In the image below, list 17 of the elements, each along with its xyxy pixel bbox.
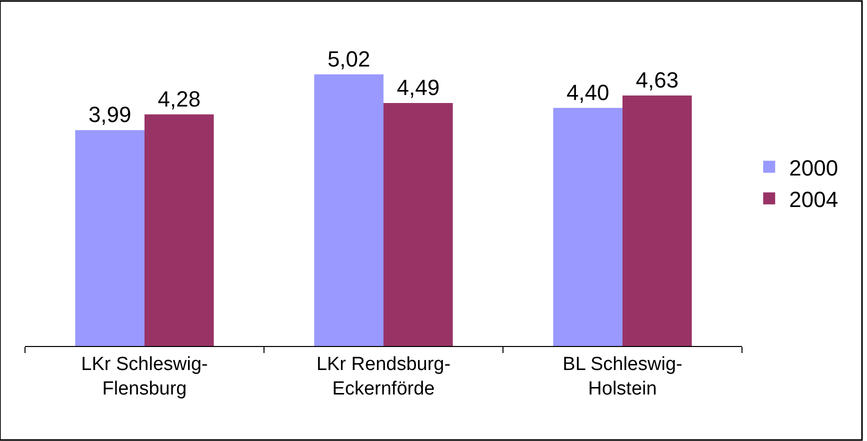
data-label: 5,02 xyxy=(327,46,370,72)
data-label: 3,99 xyxy=(88,102,132,128)
legend-label: 2000 xyxy=(789,155,838,180)
x-tick-label: BL Schleswig- Holstein xyxy=(562,354,682,400)
bar xyxy=(384,103,453,346)
data-label: 4,63 xyxy=(636,67,679,92)
bar xyxy=(144,114,214,346)
legend-label: 2004 xyxy=(789,186,838,212)
bar xyxy=(75,130,144,346)
bar xyxy=(553,108,622,346)
x-tick-label: LKr Rendsburg- Eckernförde xyxy=(316,354,451,400)
bar xyxy=(314,74,384,346)
data-label: 4,49 xyxy=(396,75,440,100)
x-tick-label: LKr Schleswig- Flensburg xyxy=(81,354,208,400)
data-label: 4,40 xyxy=(566,80,610,105)
data-label: 4,28 xyxy=(158,86,201,112)
bar xyxy=(622,95,692,346)
